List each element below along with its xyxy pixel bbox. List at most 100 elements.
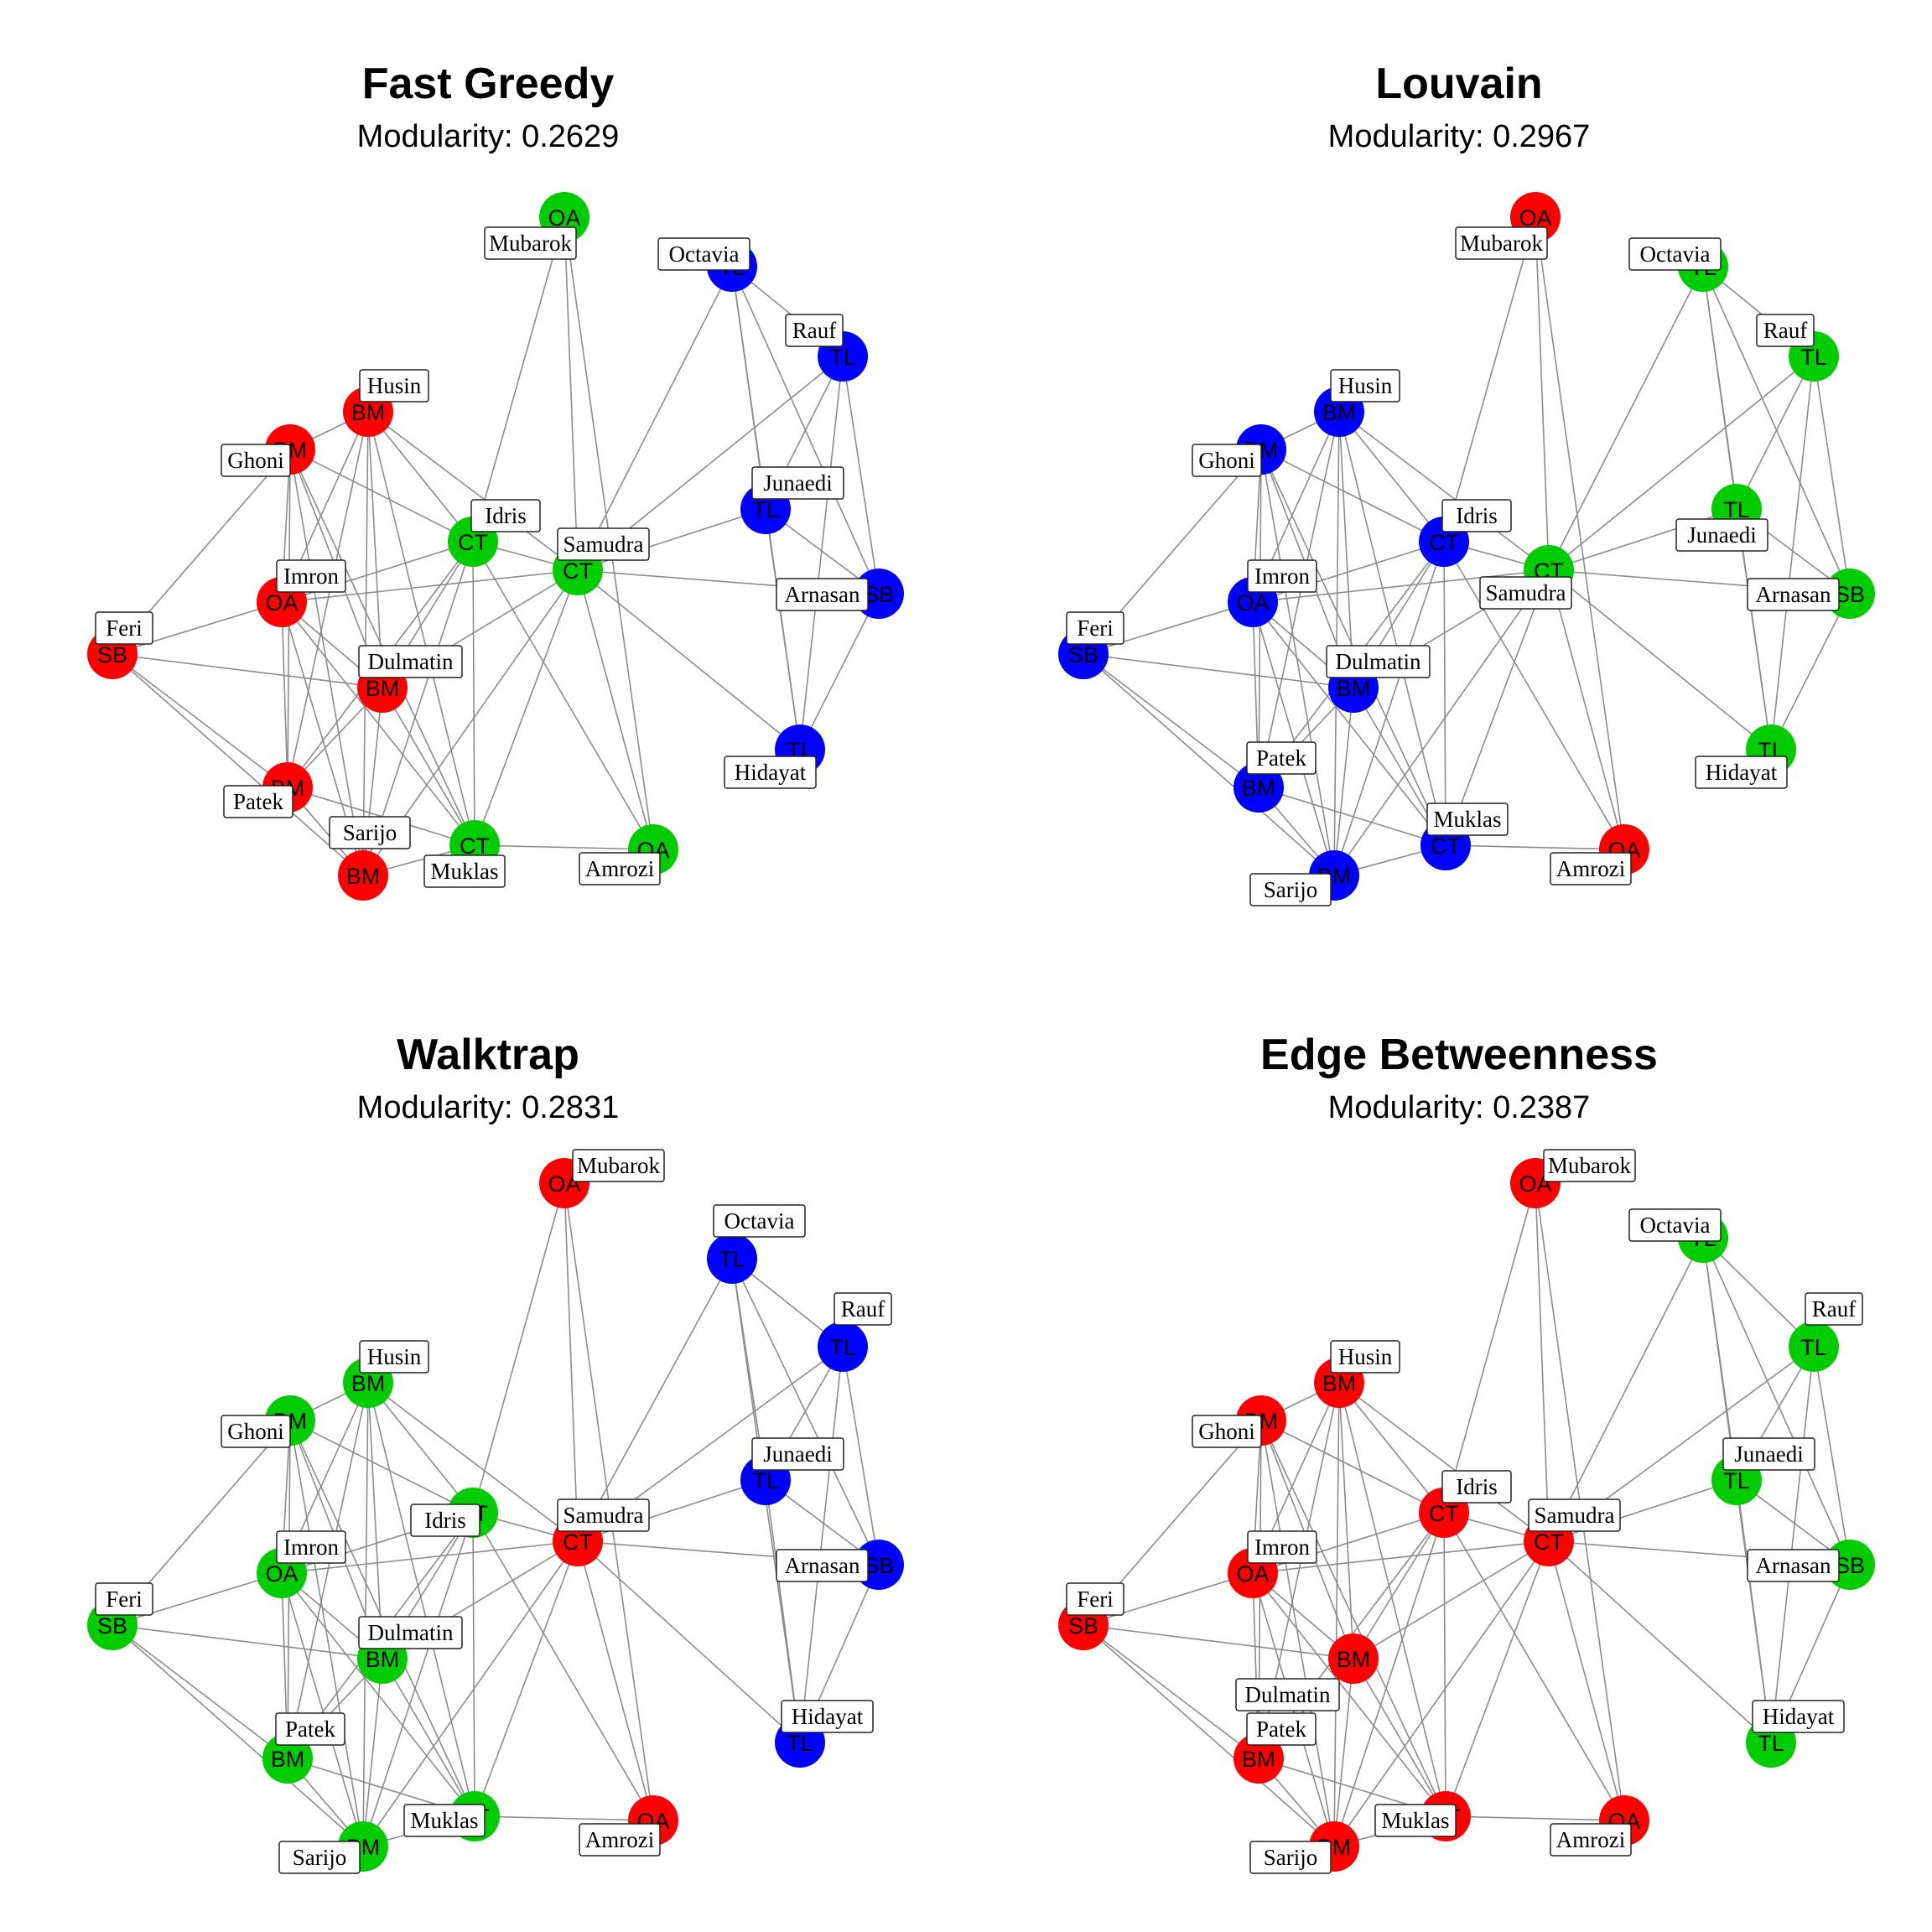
edge-dulmatin-muklas (382, 1658, 475, 1817)
name-label-arnasan: Arnasan (776, 578, 869, 611)
panel-subtitle: Modularity: 0.2831 (357, 1090, 620, 1125)
node-code-label: OA (1519, 205, 1551, 231)
name-label-patek: Patek (223, 785, 293, 818)
name-label-text: Dulmatin (1245, 1682, 1331, 1707)
name-label-text: Samudra (564, 532, 644, 557)
name-label-box (1326, 645, 1431, 678)
name-label-husin: Husin (1330, 1340, 1400, 1374)
name-label-amrozi: Amrozi (1550, 852, 1632, 886)
panel-louvain: Louvain Modularity: 0.2967 OATLTLBMBMTLC… (1058, 60, 1875, 906)
edge-husin-muklas (367, 411, 475, 846)
name-label-text: Dulmatin (368, 1620, 454, 1645)
name-label-samudra: Samudra (557, 527, 650, 561)
name-label-text: Ghoni (227, 448, 284, 473)
name-label-junaedi: Junaedi (1675, 518, 1768, 552)
panel-subtitle: Modularity: 0.2387 (1328, 1090, 1591, 1125)
edge-mubarok-samudra (564, 1182, 579, 1542)
name-label-text: Arnasan (785, 582, 860, 607)
edge-muklas-amrozi (1445, 844, 1625, 850)
name-label-text: Arnasan (785, 1553, 860, 1578)
node-code-label: TL (1723, 1468, 1750, 1493)
edge-mubarok-idris (1443, 216, 1536, 543)
edge-feri-sarijo (1083, 653, 1335, 876)
edge-ghoni-idris (1260, 1420, 1445, 1514)
name-label-text: Ghoni (1198, 1419, 1255, 1444)
name-label-text: Patek (285, 1716, 335, 1742)
node-code-label: SB (1068, 1613, 1098, 1639)
name-label-box (1747, 578, 1840, 611)
name-label-box (1628, 237, 1722, 271)
edge-octavia-samudra (1548, 266, 1704, 571)
name-label-box (358, 645, 463, 678)
edge-idris-dulmatin (1353, 1512, 1445, 1659)
node-octavia: TL (707, 1233, 757, 1284)
node-code-label: TL (1800, 1335, 1827, 1360)
name-label-box (221, 1415, 291, 1448)
node-circle (1328, 1633, 1379, 1684)
name-label-box (1695, 756, 1788, 789)
edge-rauf-hidayat (799, 356, 844, 750)
edge-feri-patek (1083, 1624, 1259, 1759)
name-label-text: Idris (424, 1508, 466, 1533)
name-label-rauf: Rauf (1756, 314, 1815, 347)
edge-idris-muklas (1443, 541, 1446, 846)
name-label-text: Sarijo (343, 820, 397, 845)
name-label-text: Junaedi (763, 1441, 832, 1467)
name-label-feri: Feri (95, 1582, 153, 1616)
edge-octavia-samudra (577, 1258, 733, 1542)
name-label-text: Husin (1338, 1344, 1393, 1369)
name-label-muklas: Muklas (403, 1804, 486, 1837)
edge-mubarok-idris (1443, 1182, 1536, 1514)
name-label-text: Junaedi (1734, 1441, 1803, 1467)
node-code-label: TL (829, 345, 856, 370)
edge-rauf-samudra (1548, 356, 1815, 571)
name-label-box (579, 852, 661, 886)
panel-title: Edge Betweenness (1260, 1031, 1658, 1079)
name-label-box (1249, 873, 1332, 906)
edge-idris-sarijo (362, 1512, 474, 1847)
node-circle (262, 1733, 313, 1784)
node-code-label: BM (271, 1747, 305, 1772)
name-label-box (572, 1149, 665, 1182)
name-label-text: Amrozi (1556, 856, 1625, 881)
name-label-rauf: Rauf (1805, 1292, 1863, 1326)
node-code-label: TL (752, 1468, 779, 1493)
edge-arnasan-hidayat (1770, 593, 1851, 750)
edge-dulmatin-sarijo (1333, 1658, 1354, 1847)
name-label-text: Imron (283, 1535, 339, 1560)
node-circle (1233, 1733, 1284, 1784)
edge-feri-dulmatin (1083, 1624, 1354, 1659)
edge-feri-sarijo (112, 1624, 364, 1847)
name-label-text: Amrozi (1556, 1827, 1625, 1852)
name-label-text: Patek (1256, 745, 1306, 771)
name-label-box (275, 1712, 345, 1746)
node-circle (707, 1233, 757, 1284)
node-code-label: SB (97, 1613, 127, 1639)
name-label-text: Octavia (1640, 1213, 1711, 1238)
edge-octavia-rauf (1702, 1237, 1815, 1348)
edge-dulmatin-sarijo (362, 1658, 383, 1847)
edge-idris-amrozi (472, 541, 654, 850)
edge-rauf-arnasan (1813, 356, 1851, 595)
edge-mubarok-samudra (564, 216, 579, 571)
name-label-imron: Imron (276, 559, 346, 593)
edge-feri-dulmatin (1083, 653, 1354, 688)
name-label-husin: Husin (359, 1340, 429, 1374)
edge-imron-sarijo (1252, 601, 1335, 876)
name-label-text: Idris (1456, 1474, 1498, 1499)
name-label-samudra: Samudra (1479, 576, 1572, 610)
name-label-junaedi: Junaedi (751, 466, 844, 500)
edge-ghoni-sarijo (289, 449, 364, 876)
name-label-idris: Idris (1441, 499, 1512, 532)
name-label-text: Patek (1256, 1716, 1306, 1742)
edge-husin-muklas (1338, 1382, 1446, 1817)
name-label-mubarok: Mubarok (1543, 1149, 1636, 1182)
edge-rauf-hidayat (1770, 356, 1815, 750)
name-label-rauf: Rauf (834, 1292, 892, 1326)
name-label-text: Idris (1456, 503, 1498, 528)
name-label-box (1805, 1292, 1863, 1326)
name-label-text: Mubarok (1548, 1153, 1631, 1178)
name-label-text: Husin (367, 373, 422, 398)
edge-samudra-amrozi (577, 1540, 654, 1821)
